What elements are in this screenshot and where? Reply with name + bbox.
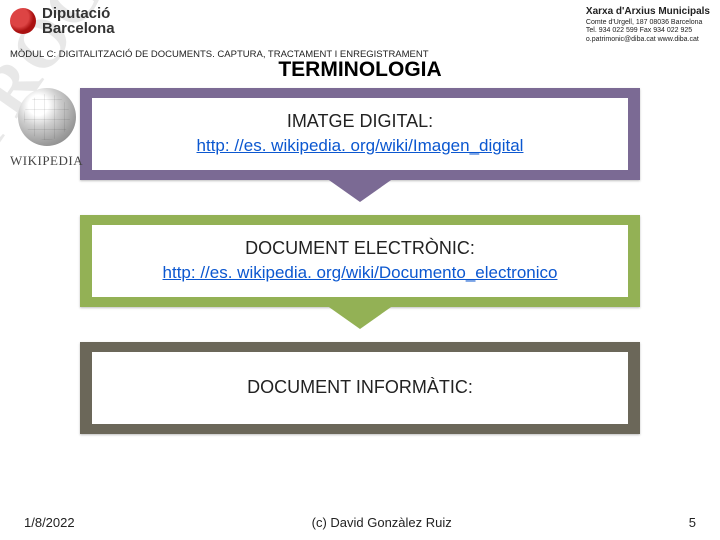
brand-line2: Barcelona <box>42 21 115 36</box>
brand-block: Diputació Barcelona <box>10 6 115 36</box>
org-info: Xarxa d'Arxius Municipals Comte d'Urgell… <box>586 6 710 45</box>
org-title: Xarxa d'Arxius Municipals <box>586 6 710 19</box>
footer-page: 5 <box>689 515 696 530</box>
card-heading: DOCUMENT INFORMÀTIC: <box>100 377 620 398</box>
term-card: DOCUMENT INFORMÀTIC: <box>80 342 640 434</box>
card-link[interactable]: http: //es. wikipedia. org/wiki/Imagen_d… <box>100 136 620 156</box>
card-body: IMATGE DIGITAL: http: //es. wikipedia. or… <box>92 98 628 170</box>
header: Diputació Barcelona Xarxa d'Arxius Munic… <box>0 0 720 45</box>
card-body: DOCUMENT ELECTRÒNIC: http: //es. wikipedi… <box>92 225 628 297</box>
org-email: o.patrimonic@diba.cat www.diba.cat <box>586 36 710 45</box>
card-link[interactable]: http: //es. wikipedia. org/wiki/Document… <box>100 263 620 283</box>
stage: WIKIPEDIA IMATGE DIGITAL: http: //es. wik… <box>0 82 720 482</box>
page-title: TERMINOLOGIA <box>0 58 720 82</box>
card-heading: DOCUMENT ELECTRÒNIC: <box>100 238 620 259</box>
wikipedia-globe-icon <box>18 88 76 146</box>
card-body: DOCUMENT INFORMÀTIC: <box>92 352 628 424</box>
arrow-down-icon <box>326 305 394 329</box>
term-card: DOCUMENT ELECTRÒNIC: http: //es. wikipedi… <box>80 215 640 307</box>
footer-date: 1/8/2022 <box>24 515 75 530</box>
footer: 1/8/2022 (c) David Gonzàlez Ruiz 5 <box>0 507 720 540</box>
term-card: IMATGE DIGITAL: http: //es. wikipedia. or… <box>80 88 640 180</box>
arrow-down-icon <box>326 178 394 202</box>
wikipedia-label: WIKIPEDIA <box>10 153 83 169</box>
footer-copyright: (c) David Gonzàlez Ruiz <box>312 515 452 530</box>
wikipedia-block: WIKIPEDIA <box>10 88 83 169</box>
brand-text: Diputació Barcelona <box>42 6 115 36</box>
brand-line1: Diputació <box>42 6 115 21</box>
org-address: Comte d'Urgell, 187 08036 Barcelona <box>586 19 710 28</box>
brand-logo-icon <box>10 8 36 34</box>
org-phone: Tel. 934 022 599 Fax 934 022 925 <box>586 27 710 36</box>
card-heading: IMATGE DIGITAL: <box>100 111 620 132</box>
